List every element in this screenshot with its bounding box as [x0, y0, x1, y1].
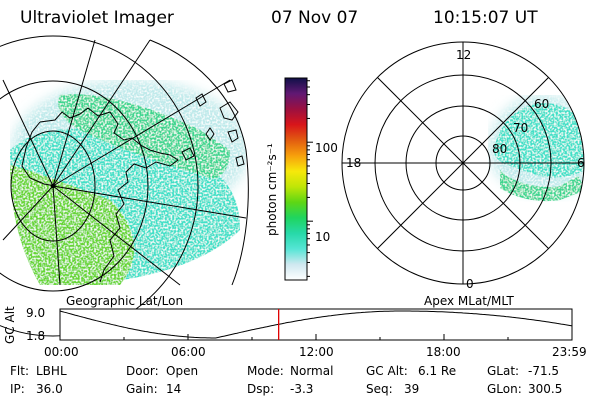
- info-flt-value: LBHL: [36, 364, 67, 378]
- altitude-tick-max: 9.0: [26, 306, 46, 320]
- mlt-label-18: 18: [346, 156, 362, 170]
- magnetic-polar-map: [341, 41, 585, 285]
- coastline: [21, 107, 179, 283]
- info-dsp-key: Dsp:: [247, 382, 275, 396]
- time-tick-2359: 23:59: [552, 345, 587, 359]
- mlat-label-60: 60: [534, 97, 550, 111]
- color-bar: [284, 77, 313, 281]
- time-tick-06: 06:00: [171, 345, 206, 359]
- info-gain-value: 14: [166, 382, 182, 396]
- altitude-plot: [59, 308, 573, 341]
- info-ip-key: IP:: [10, 382, 25, 396]
- info-door-key: Door:: [126, 364, 159, 378]
- info-seq-value: 39: [404, 382, 420, 396]
- colorbar-tick-10: 10: [315, 230, 331, 244]
- mlat-label-70: 70: [513, 121, 529, 135]
- colorbar-tick-100: 100: [315, 141, 338, 155]
- mlat-grid: [341, 41, 585, 285]
- observation-date: 07 Nov 07: [271, 8, 359, 28]
- pole-marker: [50, 183, 56, 189]
- geographic-caption: Geographic Lat/Lon: [66, 294, 184, 308]
- geographic-map: [0, 35, 249, 337]
- colorbar-unit-label: photon cm⁻²s⁻¹: [265, 143, 279, 236]
- info-dsp-value: -3.3: [290, 382, 314, 396]
- info-glat-key: GLat:: [487, 364, 520, 378]
- altitude-axis-label: GC Alt: [3, 306, 17, 344]
- observation-time: 10:15:07 UT: [433, 8, 538, 28]
- info-gcalt-key: GC Alt:: [366, 364, 408, 378]
- magnetic-caption: Apex MLat/MLT: [424, 294, 514, 308]
- info-gain-key: Gain:: [126, 382, 158, 396]
- mlt-label-12: 12: [456, 48, 472, 62]
- altitude-tick-min: 1.8: [26, 329, 46, 343]
- mlt-label-0: 0: [466, 277, 474, 291]
- info-glon-key: GLon:: [487, 382, 522, 396]
- instrument-title: Ultraviolet Imager: [20, 8, 174, 28]
- time-tick-00: 00:00: [44, 345, 79, 359]
- mlat-label-80: 80: [492, 142, 508, 156]
- info-flt-key: Flt:: [10, 364, 29, 378]
- info-mode-value: Normal: [290, 364, 334, 378]
- lat-lon-grid: [0, 35, 247, 337]
- info-mode-key: Mode:: [247, 364, 284, 378]
- mlt-label-6: 6: [577, 156, 585, 170]
- info-ip-value: 36.0: [36, 382, 63, 396]
- info-gcalt-value: 6.1 Re: [418, 364, 457, 378]
- info-door-value: Open: [166, 364, 199, 378]
- aurora-glow-geographic: [10, 80, 246, 285]
- info-glon-value: 300.5: [528, 382, 563, 396]
- info-seq-key: Seq:: [366, 382, 393, 396]
- aurora-glow-magnetic: [488, 95, 584, 202]
- info-glat-value: -71.5: [528, 364, 560, 378]
- earth-limb: [149, 39, 249, 286]
- time-tick-18: 18:00: [426, 345, 461, 359]
- time-tick-12: 12:00: [299, 345, 334, 359]
